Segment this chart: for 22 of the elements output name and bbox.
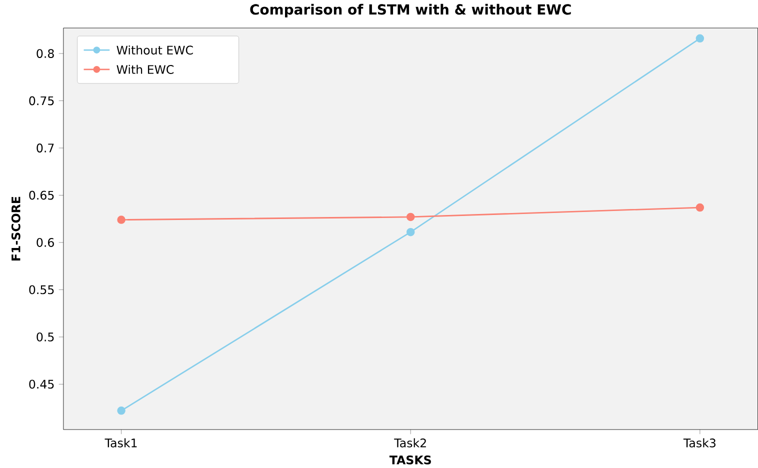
y-tick-label: 0.45 bbox=[29, 380, 54, 388]
point bbox=[406, 212, 415, 221]
y-tick-label: 0.7 bbox=[36, 143, 54, 152]
point bbox=[117, 406, 126, 415]
x-tick-label: Task2 bbox=[394, 438, 426, 448]
y-axis-title: F1-SCORE bbox=[11, 196, 20, 260]
y-tick-label: 0.65 bbox=[29, 190, 54, 200]
point bbox=[696, 34, 704, 42]
legend-label: With EWC bbox=[116, 64, 174, 74]
x-axis-title: TASKS bbox=[389, 455, 431, 464]
y-tick-label: 0.8 bbox=[36, 48, 54, 58]
y-tick-label: 0.55 bbox=[29, 285, 54, 294]
x-tick-label: Task3 bbox=[683, 438, 716, 448]
x-tick-label: Task1 bbox=[104, 438, 137, 448]
y-tick-label: 0.6 bbox=[36, 238, 54, 247]
legend-label: Without EWC bbox=[116, 45, 193, 54]
point bbox=[406, 228, 415, 236]
point bbox=[696, 203, 704, 212]
y-tick-label: 0.5 bbox=[36, 332, 54, 342]
point bbox=[117, 216, 126, 224]
y-tick-label: 0.75 bbox=[29, 96, 54, 106]
chart-title: Comparison of LSTM with & without EWC bbox=[250, 4, 571, 18]
